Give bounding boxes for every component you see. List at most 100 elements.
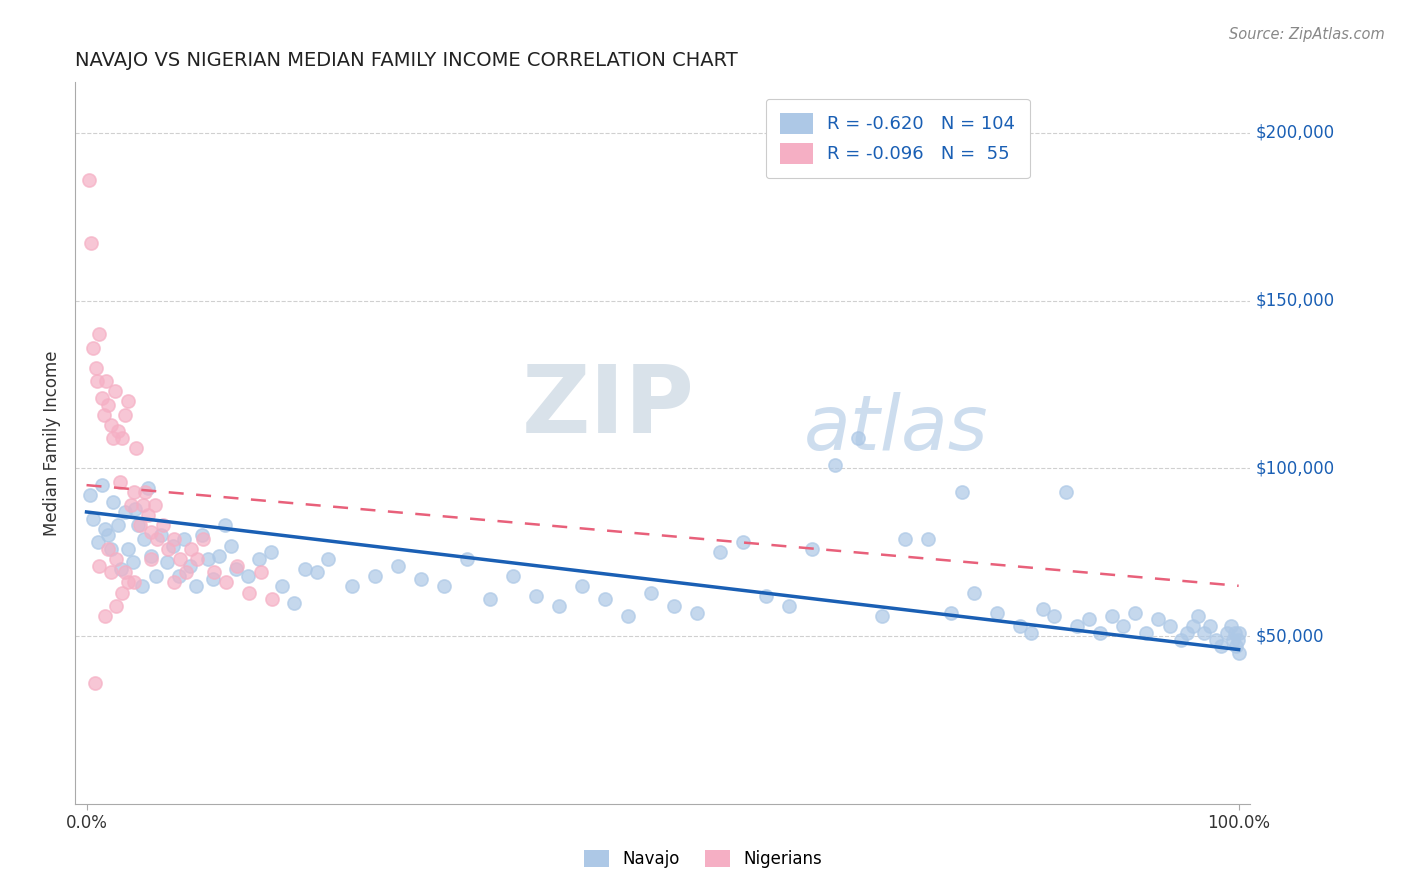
- Point: [247, 552, 270, 566]
- Point: [1211, 639, 1233, 653]
- Point: [173, 532, 195, 546]
- Point: [134, 532, 156, 546]
- Point: [893, 532, 915, 546]
- Point: [1101, 609, 1123, 624]
- Point: [249, 566, 271, 580]
- Point: [136, 508, 159, 523]
- Point: [110, 562, 132, 576]
- Point: [114, 408, 136, 422]
- Point: [107, 518, 129, 533]
- Legend: Navajo, Nigerians: Navajo, Nigerians: [578, 843, 828, 875]
- Point: [122, 484, 145, 499]
- Point: [824, 458, 846, 472]
- Point: [593, 592, 616, 607]
- Point: [1032, 602, 1054, 616]
- Point: [146, 532, 169, 546]
- Point: [104, 384, 127, 398]
- Point: [1077, 612, 1099, 626]
- Text: atlas: atlas: [804, 392, 988, 466]
- Point: [548, 599, 571, 613]
- Point: [1216, 625, 1239, 640]
- Point: [79, 488, 101, 502]
- Point: [134, 484, 156, 499]
- Point: [163, 532, 186, 546]
- Point: [94, 609, 117, 624]
- Text: $150,000: $150,000: [1256, 292, 1336, 310]
- Point: [848, 431, 870, 445]
- Point: [90, 478, 112, 492]
- Point: [180, 541, 202, 556]
- Point: [1123, 606, 1146, 620]
- Point: [409, 572, 432, 586]
- Point: [89, 558, 111, 573]
- Point: [478, 592, 501, 607]
- Point: [83, 676, 105, 690]
- Point: [122, 575, 145, 590]
- Point: [108, 475, 131, 489]
- Point: [950, 484, 973, 499]
- Point: [157, 541, 180, 556]
- Point: [100, 566, 122, 580]
- Point: [131, 579, 153, 593]
- Point: [105, 552, 128, 566]
- Point: [939, 606, 962, 620]
- Point: [190, 528, 212, 542]
- Point: [456, 552, 478, 566]
- Point: [1090, 625, 1112, 640]
- Point: [662, 599, 685, 613]
- Point: [340, 579, 363, 593]
- Point: [617, 609, 640, 624]
- Point: [139, 525, 162, 540]
- Point: [94, 522, 117, 536]
- Point: [219, 539, 242, 553]
- Point: [197, 552, 219, 566]
- Point: [305, 566, 328, 580]
- Point: [260, 545, 283, 559]
- Point: [870, 609, 893, 624]
- Point: [97, 398, 120, 412]
- Point: [755, 589, 778, 603]
- Point: [686, 606, 709, 620]
- Y-axis label: Median Family Income: Median Family Income: [44, 351, 60, 536]
- Point: [917, 532, 939, 546]
- Point: [1219, 619, 1241, 633]
- Point: [93, 408, 115, 422]
- Point: [139, 549, 162, 563]
- Point: [87, 535, 110, 549]
- Point: [105, 599, 128, 613]
- Point: [121, 555, 143, 569]
- Point: [1066, 619, 1088, 633]
- Point: [167, 568, 190, 582]
- Point: [1198, 619, 1220, 633]
- Point: [778, 599, 800, 613]
- Point: [174, 566, 197, 580]
- Point: [215, 575, 238, 590]
- Point: [640, 585, 662, 599]
- Point: [1192, 625, 1215, 640]
- Point: [94, 374, 117, 388]
- Point: [163, 575, 186, 590]
- Point: [502, 568, 524, 582]
- Point: [125, 441, 148, 455]
- Point: [387, 558, 409, 573]
- Point: [1222, 632, 1244, 647]
- Point: [1170, 632, 1192, 647]
- Point: [117, 394, 139, 409]
- Point: [82, 511, 104, 525]
- Point: [709, 545, 731, 559]
- Point: [191, 532, 214, 546]
- Point: [524, 589, 547, 603]
- Point: [225, 562, 247, 576]
- Point: [226, 558, 249, 573]
- Point: [132, 498, 155, 512]
- Point: [260, 592, 283, 607]
- Point: [101, 495, 124, 509]
- Point: [114, 566, 136, 580]
- Point: [89, 327, 111, 342]
- Point: [236, 568, 259, 582]
- Point: [77, 172, 100, 186]
- Point: [208, 549, 231, 563]
- Point: [162, 539, 184, 553]
- Point: [1112, 619, 1135, 633]
- Point: [801, 541, 824, 556]
